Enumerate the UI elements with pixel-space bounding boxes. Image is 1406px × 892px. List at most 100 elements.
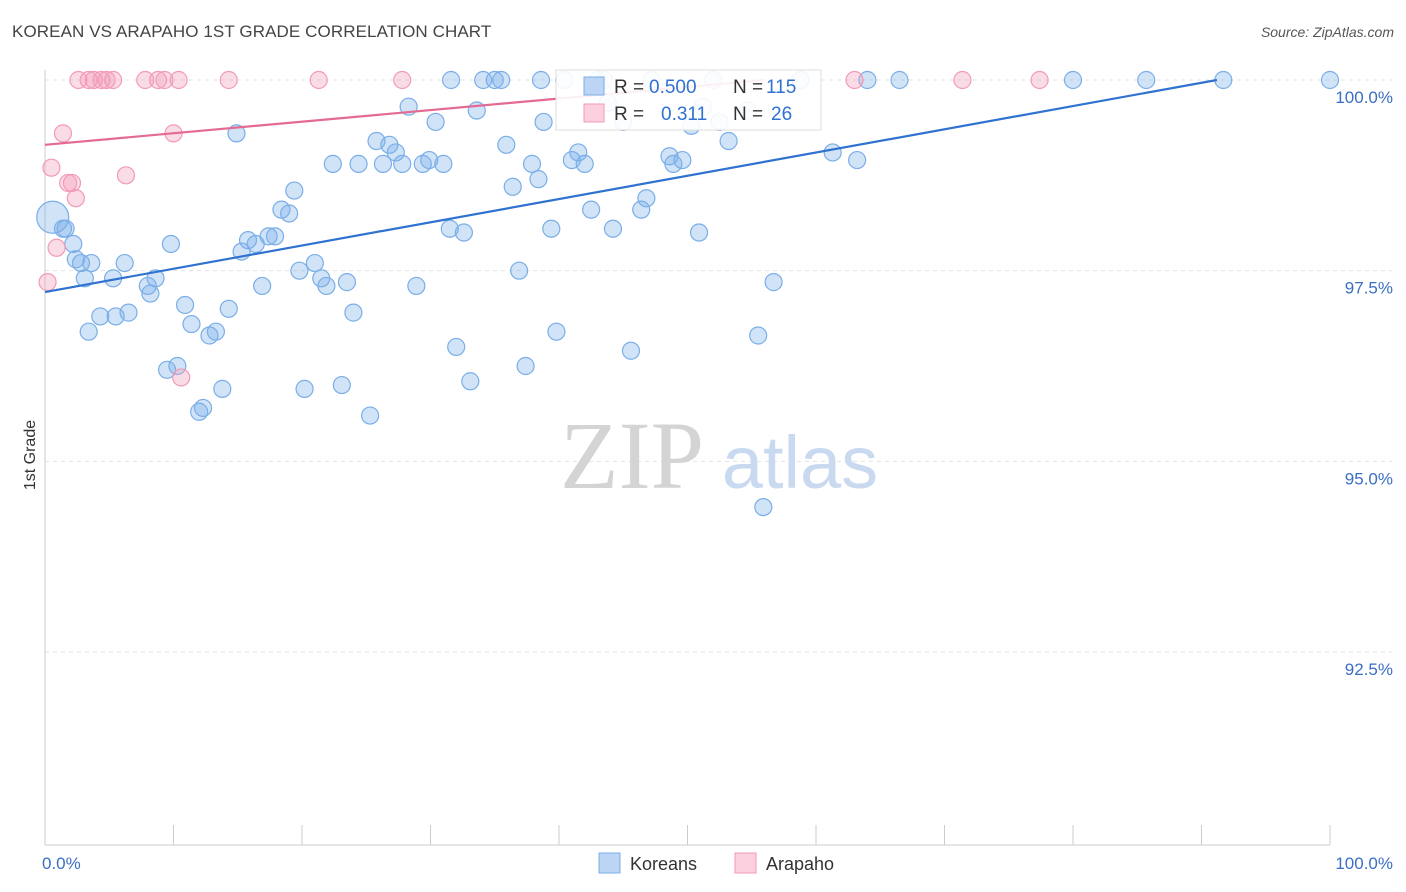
point-koreans-69 [503, 177, 522, 196]
point-arapaho-25 [1030, 70, 1049, 90]
point-koreans-98 [719, 131, 738, 151]
point-koreans-74 [534, 112, 553, 132]
x-tick-labels: 0.0% 100.0% [42, 854, 1393, 873]
chart-title: KOREAN VS ARAPAHO 1ST GRADE CORRELATION … [12, 22, 492, 41]
point-koreans-26 [213, 379, 232, 398]
watermark-zip: ZIP [560, 402, 704, 509]
point-arapaho-0 [38, 273, 57, 292]
point-koreans-112 [441, 70, 461, 90]
point-arapaho-8 [79, 70, 98, 90]
point-koreans-39 [295, 379, 314, 398]
point-koreans-15 [141, 284, 160, 303]
point-koreans-6 [82, 253, 101, 273]
point-koreans-94 [689, 223, 709, 242]
point-arapaho-7 [69, 70, 88, 90]
point-arapaho-16 [155, 70, 174, 90]
point-koreans-32 [253, 276, 272, 296]
point-koreans-108 [1063, 70, 1083, 90]
y-tick-label-1: 97.5% [1345, 279, 1393, 298]
legend-n-label-1: N = [733, 77, 763, 98]
point-koreans-58 [426, 112, 445, 132]
point-koreans-102 [764, 273, 783, 292]
legend-swatch-arapaho [583, 103, 605, 123]
point-koreans-88 [637, 189, 656, 208]
point-koreans-52 [386, 143, 405, 162]
point-koreans-19 [168, 356, 187, 376]
point-koreans-53 [393, 154, 412, 173]
point-koreans-75 [542, 219, 561, 238]
point-koreans-28 [227, 124, 246, 143]
point-arapaho-2 [47, 238, 66, 257]
point-koreans-61 [447, 337, 466, 357]
point-koreans-107 [890, 70, 909, 90]
point-arapaho-9 [84, 70, 103, 90]
point-arapaho-13 [116, 166, 136, 185]
point-koreans-106 [858, 70, 877, 90]
legend-n-value-1: 115 [766, 77, 796, 98]
point-koreans-55 [407, 276, 426, 296]
point-koreans-36 [280, 204, 299, 223]
bottom-legend-swatch-arapaho [734, 852, 757, 874]
point-koreans-20 [175, 295, 195, 315]
axes [44, 70, 1331, 846]
grid-lines [45, 79, 1392, 653]
point-arapaho-24 [953, 70, 972, 90]
point-koreans-38 [290, 261, 309, 280]
point-arapaho-18 [169, 70, 188, 90]
point-koreans-59 [434, 154, 453, 173]
point-koreans-70 [510, 261, 529, 280]
point-koreans-34 [265, 227, 285, 246]
legend-r-value-2: 0.311 [661, 104, 707, 125]
bottom-legend-arapaho: Arapaho [766, 854, 834, 874]
source-label: Source: ZipAtlas.com [1260, 24, 1394, 40]
y-tick-label-0: 100.0% [1335, 88, 1393, 107]
y-tick-label-3: 92.5% [1345, 660, 1393, 679]
legend-r-value-1: 0.500 [649, 77, 697, 98]
point-arapaho-20 [219, 70, 238, 90]
y-axis-label: 1st Grade [22, 420, 39, 490]
point-koreans-46 [344, 303, 363, 322]
point-koreans-17 [157, 360, 177, 379]
bottom-legend-swatch-koreans [598, 852, 621, 874]
point-koreans-21 [182, 314, 201, 334]
point-koreans-16 [146, 269, 165, 288]
y-tick-labels: 100.0% 97.5% 95.0% 92.5% [1335, 88, 1393, 679]
watermark: ZIP atlas [560, 402, 878, 509]
point-arapaho-23 [845, 70, 864, 90]
legend-swatch-koreans [583, 76, 605, 96]
point-arapaho-1 [42, 158, 61, 177]
point-arapaho-14 [136, 70, 155, 90]
point-arapaho-3 [53, 124, 73, 143]
point-koreans-40 [305, 253, 324, 273]
bottom-legend-koreans: Koreans [630, 854, 697, 874]
point-koreans-3 [64, 234, 83, 254]
legend-r-label-2: R = [614, 104, 644, 125]
point-koreans-8 [79, 322, 98, 341]
point-koreans-0 [36, 200, 70, 234]
point-koreans-62 [454, 223, 474, 242]
point-arapaho-11 [97, 70, 116, 90]
point-koreans-84 [603, 219, 623, 238]
point-koreans-66 [485, 70, 504, 90]
point-koreans-48 [361, 406, 380, 425]
point-koreans-101 [754, 497, 773, 517]
point-koreans-7 [75, 269, 94, 288]
point-koreans-43 [323, 154, 342, 173]
point-koreans-72 [522, 154, 542, 173]
point-koreans-60 [440, 219, 459, 238]
point-arapaho-15 [148, 70, 168, 90]
point-koreans-91 [664, 154, 683, 173]
point-koreans-12 [115, 253, 134, 273]
point-koreans-13 [119, 303, 138, 322]
point-koreans-87 [632, 200, 651, 219]
point-koreans-47 [349, 154, 368, 173]
point-koreans-2 [56, 219, 75, 238]
point-arapaho-22 [393, 70, 412, 90]
point-koreans-57 [420, 150, 439, 170]
point-koreans-71 [516, 356, 535, 376]
point-arapaho-6 [66, 189, 85, 208]
point-koreans-79 [569, 143, 588, 162]
point-koreans-44 [332, 375, 351, 395]
point-koreans-42 [317, 276, 336, 296]
bottom-legend: Koreans Arapaho [598, 852, 834, 874]
